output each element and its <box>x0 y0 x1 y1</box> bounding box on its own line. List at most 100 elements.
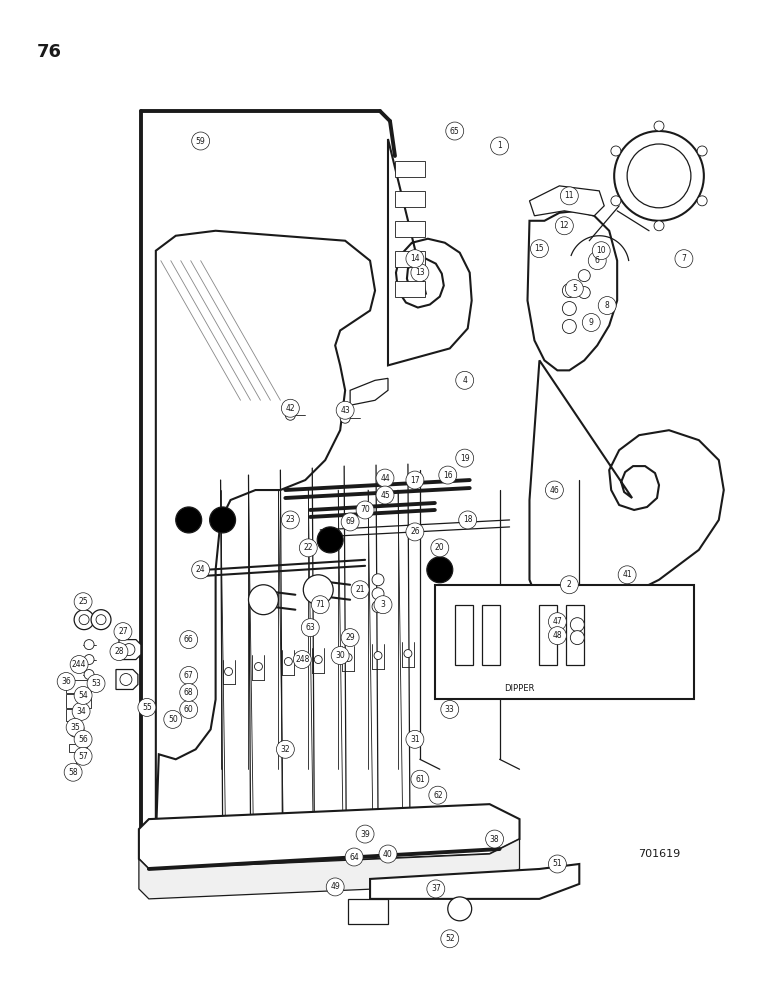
Text: 25: 25 <box>78 597 88 606</box>
Circle shape <box>578 270 591 282</box>
Text: 55: 55 <box>142 703 152 712</box>
Circle shape <box>281 399 300 417</box>
Circle shape <box>341 629 359 647</box>
Text: 11: 11 <box>564 191 574 200</box>
Text: 35: 35 <box>70 723 80 732</box>
Circle shape <box>376 469 394 487</box>
Polygon shape <box>350 378 388 405</box>
Circle shape <box>546 481 564 499</box>
Text: 22: 22 <box>303 543 313 552</box>
Circle shape <box>406 523 424 541</box>
Text: 39: 39 <box>361 830 370 839</box>
Text: 6: 6 <box>594 256 600 265</box>
Circle shape <box>441 930 459 948</box>
Circle shape <box>70 656 88 674</box>
Text: 27: 27 <box>118 627 127 636</box>
Circle shape <box>555 217 574 235</box>
Circle shape <box>281 511 300 529</box>
Text: 51: 51 <box>553 859 562 868</box>
Circle shape <box>697 146 707 156</box>
Text: 64: 64 <box>349 853 359 862</box>
Circle shape <box>340 413 350 423</box>
Bar <box>395 221 425 237</box>
Circle shape <box>64 763 82 781</box>
Text: 32: 32 <box>280 745 290 754</box>
Text: 46: 46 <box>550 486 559 495</box>
Text: 61: 61 <box>415 775 425 784</box>
Circle shape <box>548 627 567 645</box>
Text: 41: 41 <box>622 570 632 579</box>
Circle shape <box>66 718 84 736</box>
Circle shape <box>84 655 94 665</box>
Text: 701619: 701619 <box>638 849 680 859</box>
Circle shape <box>314 656 322 664</box>
Circle shape <box>284 658 293 666</box>
Text: 48: 48 <box>553 631 562 640</box>
Text: 71: 71 <box>316 600 325 609</box>
Text: 9: 9 <box>589 318 594 327</box>
Circle shape <box>84 640 94 650</box>
Circle shape <box>372 588 384 600</box>
Polygon shape <box>482 605 499 665</box>
Circle shape <box>654 121 664 131</box>
Circle shape <box>91 610 111 630</box>
Text: 67: 67 <box>184 671 194 680</box>
Circle shape <box>331 647 349 665</box>
Circle shape <box>406 730 424 748</box>
Circle shape <box>654 221 664 231</box>
Circle shape <box>627 144 691 208</box>
Circle shape <box>79 615 89 625</box>
Bar <box>66 694 91 708</box>
Circle shape <box>123 644 135 656</box>
Text: 47: 47 <box>553 617 562 626</box>
Circle shape <box>548 613 567 631</box>
Circle shape <box>582 314 600 331</box>
Text: 244: 244 <box>72 660 86 669</box>
Circle shape <box>560 576 578 594</box>
Text: 30: 30 <box>335 651 345 660</box>
Text: 31: 31 <box>410 735 420 744</box>
Circle shape <box>336 401 354 419</box>
Text: 7: 7 <box>682 254 686 263</box>
Circle shape <box>562 284 577 298</box>
Polygon shape <box>139 804 520 869</box>
Circle shape <box>57 673 75 690</box>
Circle shape <box>615 131 704 221</box>
Polygon shape <box>455 605 472 665</box>
Circle shape <box>255 663 262 671</box>
Polygon shape <box>567 605 584 665</box>
Circle shape <box>374 652 382 660</box>
Circle shape <box>565 280 584 298</box>
Circle shape <box>317 527 344 553</box>
Text: 60: 60 <box>184 705 194 714</box>
Text: 18: 18 <box>463 515 472 524</box>
Circle shape <box>427 880 445 898</box>
Bar <box>435 585 694 699</box>
Circle shape <box>341 513 359 531</box>
Polygon shape <box>370 864 579 899</box>
Circle shape <box>84 670 94 680</box>
Text: 50: 50 <box>168 715 178 724</box>
Text: 54: 54 <box>78 691 88 700</box>
Polygon shape <box>119 640 141 660</box>
Polygon shape <box>139 839 520 899</box>
Text: 40: 40 <box>383 850 393 859</box>
Text: 21: 21 <box>355 585 365 594</box>
Bar <box>69 744 87 752</box>
Text: 37: 37 <box>431 884 441 893</box>
Bar <box>395 251 425 267</box>
Text: 43: 43 <box>340 406 350 415</box>
Circle shape <box>293 651 311 669</box>
Circle shape <box>74 593 92 611</box>
Text: 29: 29 <box>345 633 355 642</box>
Text: 10: 10 <box>597 246 606 255</box>
Circle shape <box>286 410 296 420</box>
Circle shape <box>210 507 235 533</box>
Text: 49: 49 <box>330 882 340 891</box>
Text: 14: 14 <box>410 254 420 263</box>
Text: 248: 248 <box>295 655 310 664</box>
Polygon shape <box>116 670 138 689</box>
Text: 24: 24 <box>196 565 205 574</box>
Circle shape <box>588 252 606 270</box>
Circle shape <box>618 566 636 584</box>
